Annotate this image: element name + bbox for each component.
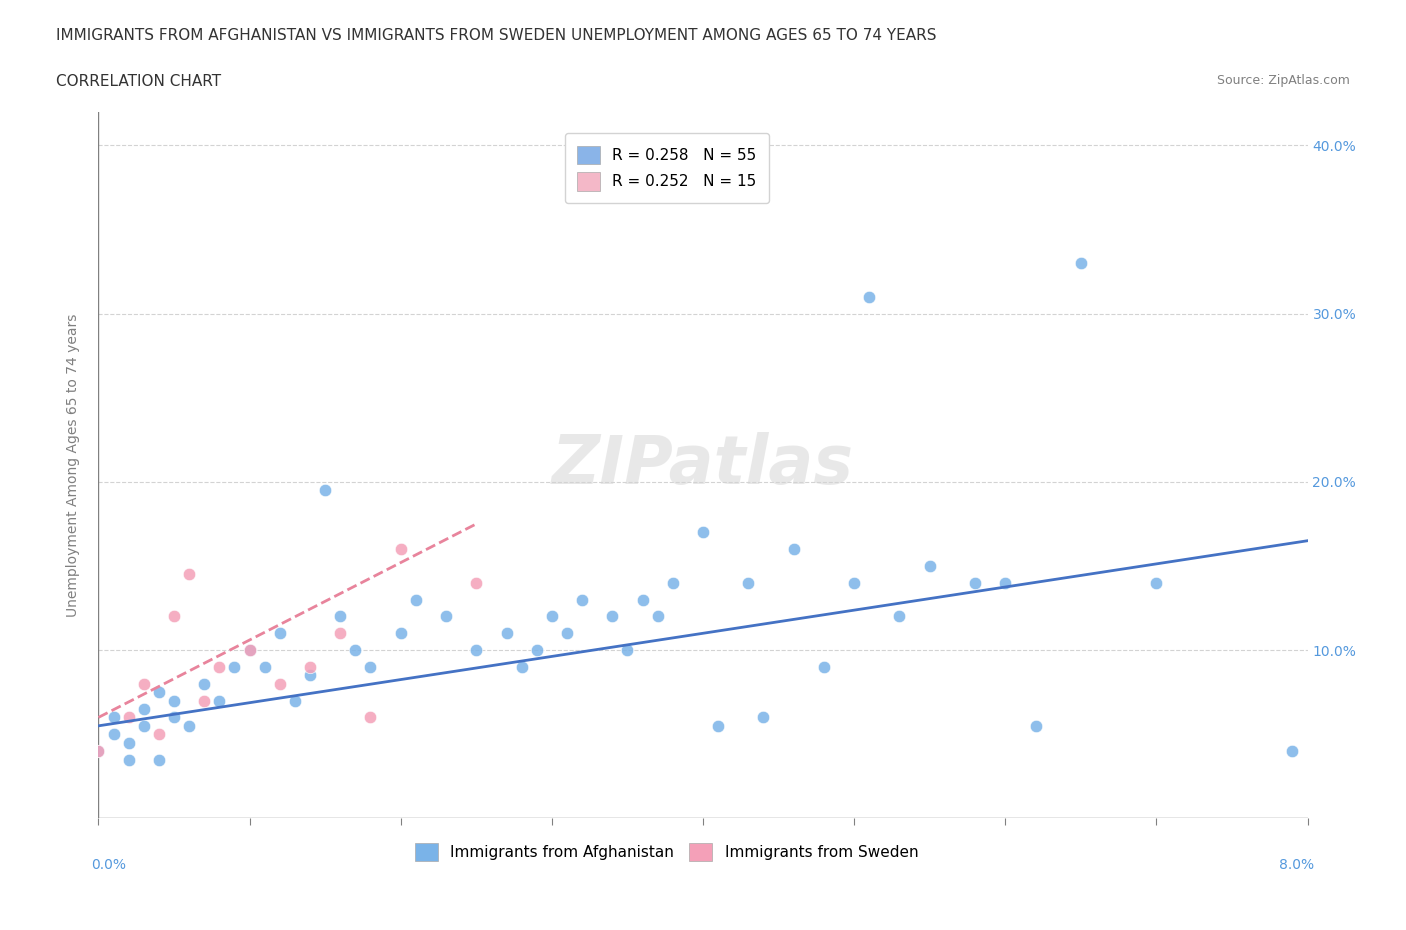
- Point: [434, 609, 457, 624]
- Point: [329, 609, 352, 624]
- Point: [118, 752, 141, 767]
- Point: [299, 659, 322, 674]
- Point: [707, 718, 730, 733]
- Point: [692, 525, 714, 539]
- Point: [179, 567, 201, 582]
- Point: [540, 609, 562, 624]
- Point: [465, 643, 488, 658]
- Point: [994, 576, 1017, 591]
- Point: [163, 609, 186, 624]
- Point: [163, 710, 186, 724]
- Point: [103, 727, 125, 742]
- Point: [344, 643, 367, 658]
- Point: [208, 693, 231, 708]
- Text: IMMIGRANTS FROM AFGHANISTAN VS IMMIGRANTS FROM SWEDEN UNEMPLOYMENT AMONG AGES 65: IMMIGRANTS FROM AFGHANISTAN VS IMMIGRANT…: [56, 28, 936, 43]
- Text: 0.0%: 0.0%: [91, 857, 127, 872]
- Point: [813, 659, 835, 674]
- Point: [87, 744, 110, 759]
- Point: [1070, 256, 1092, 271]
- Text: 8.0%: 8.0%: [1279, 857, 1315, 872]
- Point: [602, 609, 624, 624]
- Point: [269, 626, 291, 641]
- Text: ZIPatlas: ZIPatlas: [553, 432, 853, 498]
- Point: [389, 626, 412, 641]
- Point: [616, 643, 638, 658]
- Point: [783, 541, 806, 556]
- Point: [284, 693, 307, 708]
- Point: [148, 727, 170, 742]
- Point: [179, 718, 201, 733]
- Point: [132, 701, 155, 716]
- Point: [239, 643, 262, 658]
- Point: [87, 744, 110, 759]
- Point: [148, 684, 170, 699]
- Point: [329, 626, 352, 641]
- Point: [132, 718, 155, 733]
- Point: [918, 559, 941, 574]
- Point: [163, 693, 186, 708]
- Point: [737, 576, 759, 591]
- Point: [314, 483, 336, 498]
- Point: [631, 592, 654, 607]
- Point: [132, 676, 155, 691]
- Point: [405, 592, 427, 607]
- Point: [269, 676, 291, 691]
- Point: [360, 659, 382, 674]
- Point: [661, 576, 683, 591]
- Point: [571, 592, 593, 607]
- Text: CORRELATION CHART: CORRELATION CHART: [56, 74, 221, 89]
- Legend: Immigrants from Afghanistan, Immigrants from Sweden: Immigrants from Afghanistan, Immigrants …: [409, 836, 924, 868]
- Point: [526, 643, 548, 658]
- Point: [239, 643, 262, 658]
- Point: [1281, 744, 1303, 759]
- Point: [965, 576, 987, 591]
- Point: [465, 576, 488, 591]
- Point: [647, 609, 669, 624]
- Point: [858, 289, 880, 304]
- Point: [253, 659, 276, 674]
- Point: [495, 626, 517, 641]
- Point: [103, 710, 125, 724]
- Text: Source: ZipAtlas.com: Source: ZipAtlas.com: [1216, 74, 1350, 87]
- Point: [208, 659, 231, 674]
- Point: [224, 659, 246, 674]
- Point: [118, 736, 141, 751]
- Point: [360, 710, 382, 724]
- Point: [118, 710, 141, 724]
- Point: [389, 541, 412, 556]
- Point: [193, 676, 215, 691]
- Point: [889, 609, 911, 624]
- Point: [510, 659, 533, 674]
- Point: [555, 626, 578, 641]
- Point: [752, 710, 775, 724]
- Point: [148, 752, 170, 767]
- Point: [193, 693, 215, 708]
- Point: [1146, 576, 1168, 591]
- Y-axis label: Unemployment Among Ages 65 to 74 years: Unemployment Among Ages 65 to 74 years: [66, 313, 80, 617]
- Point: [1025, 718, 1047, 733]
- Point: [844, 576, 866, 591]
- Point: [299, 668, 322, 683]
